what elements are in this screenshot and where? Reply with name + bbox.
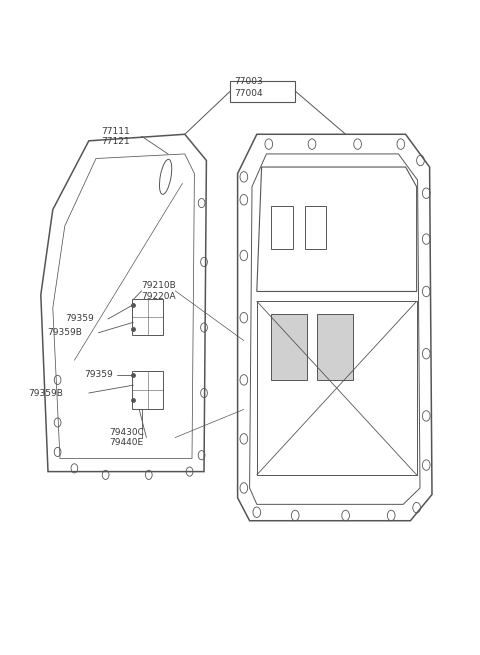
FancyBboxPatch shape <box>271 314 307 380</box>
Text: 77004: 77004 <box>234 88 263 98</box>
Text: 79359B: 79359B <box>47 328 82 337</box>
Text: 77121: 77121 <box>101 137 130 146</box>
FancyBboxPatch shape <box>132 371 163 409</box>
Text: 79440E: 79440E <box>109 438 144 447</box>
Text: 77111: 77111 <box>101 126 130 136</box>
Text: 79210B: 79210B <box>142 281 176 290</box>
Text: 79430C: 79430C <box>109 428 144 437</box>
FancyBboxPatch shape <box>132 299 163 335</box>
Text: 79359: 79359 <box>84 370 113 379</box>
Text: 79359: 79359 <box>65 314 94 324</box>
Text: 79220A: 79220A <box>142 291 176 301</box>
Text: 79359B: 79359B <box>28 388 63 398</box>
FancyBboxPatch shape <box>305 206 326 249</box>
FancyBboxPatch shape <box>271 206 293 249</box>
FancyBboxPatch shape <box>317 314 353 380</box>
Text: 77003: 77003 <box>234 77 263 86</box>
FancyBboxPatch shape <box>230 81 295 102</box>
